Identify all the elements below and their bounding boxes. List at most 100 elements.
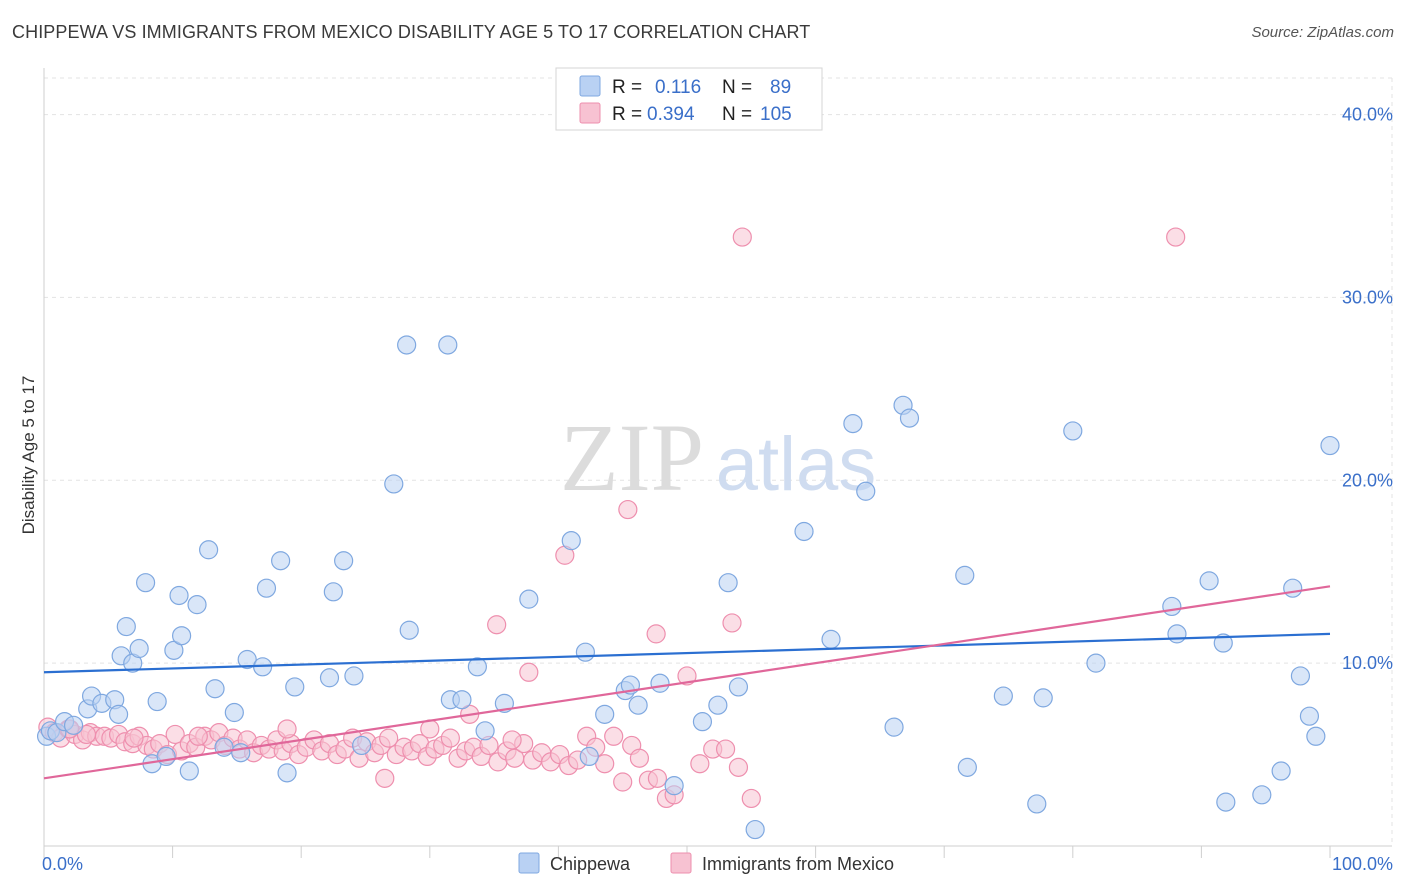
chippewa-point	[475, 721, 495, 741]
chippewa-point	[205, 679, 225, 699]
bottom-legend-swatch-chippewa	[518, 852, 540, 874]
mexico-point	[690, 754, 710, 774]
chippewa-point	[399, 620, 419, 640]
mexico-point	[379, 728, 399, 748]
chippewa-point	[884, 717, 904, 737]
mexico-point	[728, 757, 749, 777]
mexico-point	[646, 624, 666, 644]
chippewa-point	[129, 638, 149, 659]
bottom-legend-chippewa: Chippewa	[550, 854, 631, 874]
mexico-point	[277, 719, 297, 739]
chippewa-point	[1162, 596, 1182, 617]
legend-n-label-mexico: N =	[722, 104, 752, 125]
chippewa-point	[63, 715, 84, 735]
chippewa-point	[187, 595, 207, 615]
mexico-point	[613, 772, 633, 792]
chippewa-point	[199, 540, 219, 560]
mexico-point	[375, 768, 395, 788]
legend-r-value-mexico: 0.394	[647, 104, 695, 125]
chippewa-point	[1320, 435, 1340, 456]
mexico-point	[741, 788, 761, 809]
chippewa-point	[1283, 578, 1303, 598]
mexico-point	[124, 728, 144, 748]
mexico-point	[604, 726, 624, 746]
chippewa-point	[1213, 633, 1233, 653]
chippewa-point	[1216, 792, 1236, 812]
watermark: ZIP atlas	[560, 404, 876, 511]
chippewa-point	[595, 704, 615, 724]
bottom-legend-mexico: Immigrants from Mexico	[702, 854, 894, 874]
chippewa-point	[172, 626, 192, 646]
chippewa-point	[285, 677, 305, 697]
chippewa-point	[692, 712, 713, 732]
chippewa-point	[561, 531, 581, 551]
mexico-point	[732, 227, 752, 247]
chippewa-point	[1086, 653, 1106, 673]
chippewa-point	[519, 589, 539, 609]
chart-title: CHIPPEWA VS IMMIGRANTS FROM MEXICO DISAB…	[12, 22, 811, 42]
source-credit: Source: ZipAtlas.com	[1251, 24, 1394, 41]
y-tick-label: 40.0%	[1342, 105, 1393, 125]
mexico-point	[715, 739, 736, 759]
chippewa-point	[1299, 706, 1320, 726]
chippewa-point	[1063, 421, 1083, 441]
x-tick-label: 0.0%	[42, 854, 83, 874]
chippewa-point	[728, 677, 749, 697]
mexico-point	[618, 499, 638, 520]
trend-line-chippewa	[43, 632, 1331, 674]
mexico-point	[1166, 227, 1186, 247]
chippewa-point	[397, 335, 417, 355]
chippewa-point	[169, 585, 189, 606]
chippewa-point	[135, 573, 156, 593]
mexico-point	[629, 748, 650, 768]
mexico-point	[165, 724, 185, 745]
legend-r-value-chippewa: 0.116	[655, 77, 701, 98]
chippewa-point	[650, 673, 670, 693]
chippewa-point	[575, 642, 596, 662]
chippewa-point	[794, 521, 814, 542]
legend-r-label-chippewa: R =	[612, 77, 642, 98]
bottom-legend: Chippewa Immigrants from Mexico	[518, 852, 894, 874]
trend-lines	[43, 585, 1331, 780]
chippewa-point	[334, 551, 354, 571]
axes	[43, 68, 1392, 858]
legend-n-value-mexico: 105	[760, 104, 792, 125]
chippewa-point	[384, 474, 404, 494]
chippewa-point	[271, 551, 291, 571]
chippewa-point	[179, 761, 199, 781]
chippewa-point	[843, 414, 863, 434]
chippewa-point	[993, 686, 1013, 706]
chippewa-point	[231, 743, 251, 763]
chippewa-point	[237, 649, 257, 670]
chippewa-point	[1271, 761, 1291, 781]
watermark-zip: ZIP	[560, 404, 704, 511]
trend-line-mexico	[43, 585, 1331, 780]
mexico-point	[502, 730, 522, 750]
chippewa-point	[1167, 624, 1187, 644]
chippewa-point	[856, 481, 876, 501]
chippewa-point	[1033, 688, 1053, 708]
watermark-atlas: atlas	[716, 422, 877, 507]
chippewa-point	[957, 757, 977, 777]
chippewa-point	[745, 819, 765, 840]
mexico-point	[188, 726, 208, 746]
y-axis-label: Disability Age 5 to 17	[19, 376, 38, 535]
chippewa-point	[718, 573, 738, 593]
mexico-point	[595, 754, 615, 774]
legend-swatch-chippewa	[579, 75, 601, 97]
y-tick-label: 30.0%	[1342, 287, 1393, 307]
chippewa-point	[156, 746, 176, 767]
chippewa-point	[224, 702, 244, 723]
y-tick-label: 20.0%	[1342, 470, 1393, 490]
chippewa-point	[438, 335, 458, 355]
y-tick-label: 10.0%	[1342, 653, 1393, 673]
chippewa-point	[579, 746, 599, 767]
chippewa-point	[899, 408, 920, 428]
mexico-point	[647, 768, 668, 788]
legend-r-label-mexico: R =	[612, 104, 642, 125]
mexico-point	[519, 662, 539, 682]
chippewa-point	[323, 582, 343, 602]
x-tick-label: 100.0%	[1332, 854, 1393, 874]
chippewa-point	[319, 668, 340, 688]
